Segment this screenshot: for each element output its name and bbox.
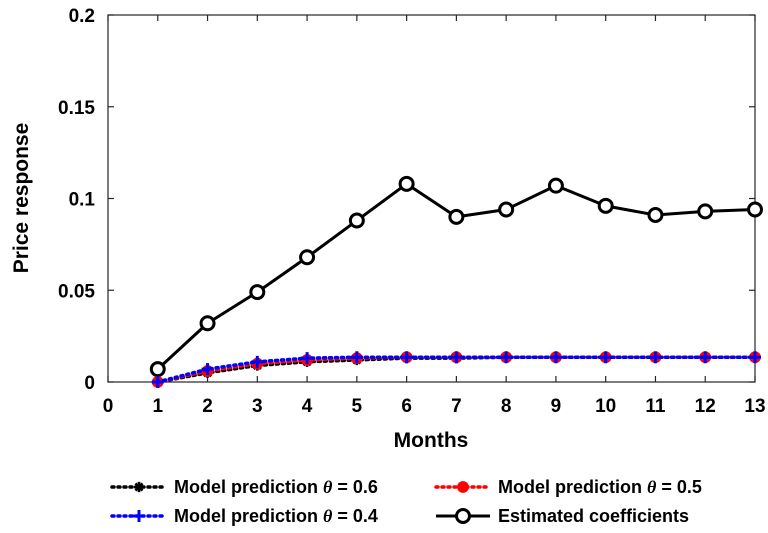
open-circle-marker xyxy=(448,208,465,225)
series-4 xyxy=(149,175,763,378)
legend-item: Model prediction θ = 0.5 xyxy=(434,477,702,497)
x-tick-label: 0 xyxy=(103,396,114,417)
open-circle-marker xyxy=(547,177,564,194)
legend-item: Model prediction θ = 0.6 xyxy=(110,477,378,497)
y-tick-label: 0.05 xyxy=(58,281,95,302)
y-tick-label: 0.1 xyxy=(69,190,96,211)
legend-label: Model prediction θ = 0.4 xyxy=(174,506,378,526)
legend: Model prediction θ = 0.6 Model prediction… xyxy=(110,477,702,526)
legend-label: Model prediction θ = 0.6 xyxy=(174,477,378,497)
y-tick-label: 0.2 xyxy=(69,6,95,27)
plus-marker xyxy=(450,351,463,364)
plus-marker xyxy=(301,352,314,365)
plus-marker xyxy=(649,351,662,364)
filled-circle-marker xyxy=(457,481,469,493)
plus-marker xyxy=(500,351,513,364)
plot-area xyxy=(107,14,756,383)
open-circle-marker xyxy=(747,201,763,218)
y-axis-title: Price response xyxy=(10,123,33,274)
y-tick-label: 0 xyxy=(84,373,95,394)
open-circle-marker xyxy=(199,315,216,332)
x-tick-label: 1 xyxy=(152,396,163,417)
x-tick-label: 11 xyxy=(645,396,666,417)
plus-marker xyxy=(749,351,761,364)
open-circle-marker xyxy=(455,508,471,524)
open-circle-marker xyxy=(398,175,415,192)
plus-marker xyxy=(599,351,612,364)
plus-marker xyxy=(201,363,214,376)
legend-label: Model prediction θ = 0.5 xyxy=(498,477,702,497)
legend-label: Estimated coefficients xyxy=(498,506,689,526)
plus-marker xyxy=(350,351,363,364)
x-tick-label: 4 xyxy=(302,396,313,417)
x-axis-title: Months xyxy=(394,429,469,452)
chart-series xyxy=(149,175,763,388)
series-3 xyxy=(151,351,761,388)
legend-item: Model prediction θ = 0.4 xyxy=(110,506,378,526)
open-circle-marker xyxy=(149,361,166,378)
plus-marker xyxy=(400,351,413,364)
open-circle-marker xyxy=(348,212,365,229)
x-tick-label: 7 xyxy=(451,396,462,417)
plus-marker xyxy=(699,351,712,364)
plus-marker xyxy=(549,351,562,364)
plus-marker xyxy=(251,355,264,368)
x-tick-label: 9 xyxy=(551,396,562,417)
x-tick-label: 13 xyxy=(744,396,765,417)
x-tick-label: 12 xyxy=(695,396,716,417)
x-tick-label: 8 xyxy=(501,396,512,417)
open-circle-marker xyxy=(299,249,316,266)
legend-item: Estimated coefficients xyxy=(436,506,689,526)
x-tick-label: 5 xyxy=(352,396,363,417)
plus-marker xyxy=(151,376,164,388)
y-tick-label: 0.15 xyxy=(58,98,95,119)
x-tick-label: 10 xyxy=(595,396,616,417)
asterisk-marker xyxy=(133,481,145,493)
x-tick-label: 6 xyxy=(401,396,412,417)
x-tick-label: 3 xyxy=(252,396,263,417)
open-circle-marker xyxy=(249,284,266,301)
x-tick-label: 2 xyxy=(202,396,213,417)
open-circle-marker xyxy=(647,207,664,224)
open-circle-marker xyxy=(597,197,614,214)
open-circle-marker xyxy=(498,201,515,218)
open-circle-marker xyxy=(697,203,714,220)
plus-marker xyxy=(133,510,145,522)
